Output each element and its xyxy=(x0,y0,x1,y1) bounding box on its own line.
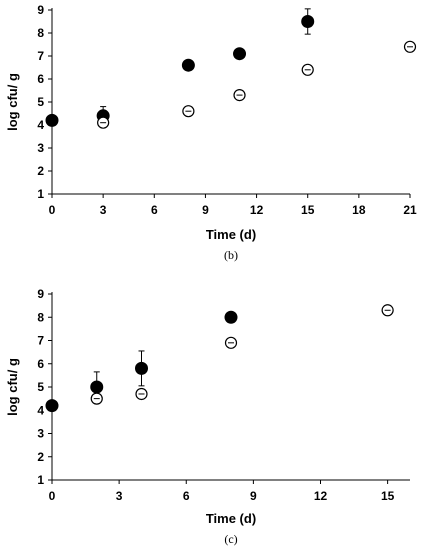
y-tick-label-2: 2 xyxy=(37,450,44,464)
filled-point-c-0 xyxy=(45,399,59,413)
x-tick-label-12: 12 xyxy=(314,489,328,503)
x-tick-label-21: 21 xyxy=(403,203,417,217)
y-tick-label-3: 3 xyxy=(37,141,44,155)
x-tick-label-12: 12 xyxy=(250,203,264,217)
x-tick-label-3: 3 xyxy=(100,203,107,217)
filled-point-b-4 xyxy=(301,15,315,28)
y-tick-label-5: 5 xyxy=(37,380,44,394)
filled-point-c-1 xyxy=(90,380,104,394)
x-tick-label-6: 6 xyxy=(151,203,158,217)
figure-caption-b: (b) xyxy=(224,248,238,262)
filled-point-b-0 xyxy=(45,113,59,127)
y-tick-label-9: 9 xyxy=(37,3,44,17)
y-tick-label-5: 5 xyxy=(37,95,44,109)
y-tick-label-6: 6 xyxy=(37,72,44,86)
y-tick-label-1: 1 xyxy=(37,473,44,487)
y-tick-label-4: 4 xyxy=(37,403,44,417)
filled-point-c-3 xyxy=(224,310,238,324)
x-tick-label-9: 9 xyxy=(250,489,257,503)
x-tick-label-3: 3 xyxy=(116,489,123,503)
x-tick-label-15: 15 xyxy=(381,489,395,503)
x-tick-label-18: 18 xyxy=(352,203,366,217)
y-axis-label-b: log cfu/ g xyxy=(5,73,20,131)
y-tick-label-7: 7 xyxy=(37,334,44,348)
figure-caption-c: (c) xyxy=(224,532,237,546)
filled-point-c-2 xyxy=(135,361,148,375)
y-tick-label-2: 2 xyxy=(37,164,44,178)
x-axis-label-c: Time (d) xyxy=(206,511,256,526)
y-tick-label-3: 3 xyxy=(37,427,44,441)
x-axis-label-b: Time (d) xyxy=(206,227,256,242)
x-tick-label-0: 0 xyxy=(49,203,56,217)
filled-point-b-3 xyxy=(233,47,247,61)
x-tick-label-6: 6 xyxy=(183,489,190,503)
filled-point-b-2 xyxy=(181,58,195,72)
y-tick-label-7: 7 xyxy=(37,49,44,63)
x-tick-label-9: 9 xyxy=(202,203,209,217)
y-tick-label-8: 8 xyxy=(37,26,44,40)
y-axis-label-c: log cfu/ g xyxy=(5,358,20,416)
y-tick-label-9: 9 xyxy=(37,287,44,301)
y-tick-label-1: 1 xyxy=(37,187,44,201)
y-tick-label-4: 4 xyxy=(37,118,44,132)
x-tick-label-15: 15 xyxy=(301,203,315,217)
x-tick-label-0: 0 xyxy=(49,489,56,503)
y-tick-label-8: 8 xyxy=(37,310,44,324)
y-tick-label-6: 6 xyxy=(37,357,44,371)
